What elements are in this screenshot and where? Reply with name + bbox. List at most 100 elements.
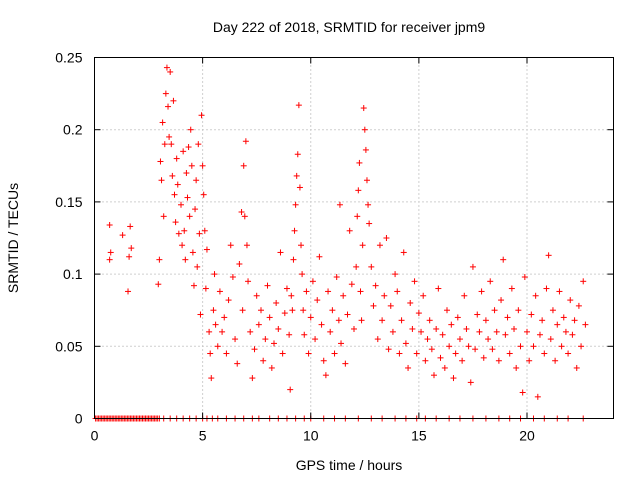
- data-point: [161, 141, 168, 148]
- data-point: [409, 325, 416, 332]
- data-point: [314, 297, 321, 304]
- data-point: [431, 372, 438, 379]
- data-point: [567, 297, 574, 304]
- data-point: [128, 245, 135, 252]
- data-point: [428, 346, 435, 353]
- data-point: [200, 191, 207, 198]
- data-point: [363, 177, 370, 184]
- data-point: [264, 282, 271, 289]
- data-point: [515, 307, 522, 314]
- data-point: [478, 288, 485, 295]
- data-point: [356, 159, 363, 166]
- data-point: [119, 232, 126, 239]
- data-point: [295, 102, 302, 109]
- data-point: [195, 141, 202, 148]
- data-point: [400, 249, 407, 256]
- data-point: [300, 307, 307, 314]
- y-tick-label: 0.2: [63, 122, 83, 138]
- data-point: [214, 343, 221, 350]
- data-point: [362, 146, 369, 153]
- data-point: [374, 336, 381, 343]
- data-point: [502, 331, 509, 338]
- data-point: [126, 253, 133, 260]
- data-point: [185, 144, 192, 151]
- data-point: [178, 201, 184, 208]
- data-point: [249, 375, 256, 382]
- data-point: [439, 331, 446, 338]
- data-point: [229, 273, 236, 280]
- data-point: [361, 126, 368, 133]
- data-point: [270, 340, 277, 347]
- data-point: [255, 321, 262, 328]
- data-point: [266, 314, 273, 321]
- data-point: [348, 281, 355, 288]
- data-point: [232, 336, 239, 343]
- data-point: [511, 325, 518, 332]
- data-point: [396, 350, 403, 357]
- data-point: [307, 314, 314, 321]
- data-point: [474, 311, 481, 318]
- data-point: [197, 311, 204, 318]
- y-tick-label: 0.05: [55, 338, 82, 354]
- data-point: [156, 256, 163, 263]
- data-point: [383, 235, 390, 241]
- data-point: [534, 393, 541, 400]
- data-point: [340, 292, 347, 299]
- data-point: [107, 249, 114, 256]
- data-point: [405, 364, 412, 371]
- data-point: [168, 141, 175, 148]
- data-point: [253, 292, 260, 299]
- data-point: [360, 105, 367, 112]
- y-tick-label: 0.25: [55, 50, 82, 66]
- data-point: [415, 310, 422, 317]
- data-point: [489, 346, 496, 353]
- data-point: [162, 90, 169, 97]
- data-point: [208, 375, 215, 382]
- data-point: [173, 155, 180, 162]
- data-point: [223, 350, 230, 357]
- data-point: [196, 230, 203, 237]
- data-point: [202, 285, 209, 292]
- data-point: [225, 297, 232, 304]
- y-tick-label: 0.1: [63, 266, 83, 282]
- data-point: [480, 354, 487, 361]
- data-point: [467, 379, 474, 386]
- data-point: [106, 222, 113, 229]
- data-point: [573, 364, 580, 371]
- data-point: [322, 372, 329, 379]
- data-point: [407, 299, 414, 306]
- y-tick-label: 0.15: [55, 194, 82, 210]
- data-point: [459, 357, 466, 364]
- data-point: [398, 317, 405, 324]
- data-point: [239, 307, 246, 314]
- data-point: [355, 187, 362, 194]
- data-point: [545, 252, 552, 259]
- data-point: [504, 314, 511, 321]
- data-point: [392, 271, 399, 278]
- data-point: [461, 292, 468, 299]
- data-point: [336, 201, 343, 208]
- data-point: [418, 328, 425, 335]
- data-point: [159, 119, 166, 126]
- data-point: [338, 340, 345, 347]
- data-point: [289, 307, 296, 314]
- data-point: [575, 302, 582, 309]
- data-point: [465, 343, 472, 350]
- data-point: [298, 242, 305, 249]
- data-point: [422, 357, 429, 364]
- data-point: [558, 343, 565, 350]
- data-point: [309, 278, 316, 285]
- data-point: [524, 328, 530, 335]
- data-point: [325, 288, 332, 295]
- data-point: [411, 278, 418, 285]
- data-point: [260, 357, 267, 364]
- data-point: [491, 307, 498, 314]
- data-point: [258, 307, 265, 314]
- data-point: [437, 354, 444, 361]
- data-point: [351, 325, 357, 332]
- data-point: [420, 292, 427, 299]
- data-point: [301, 331, 308, 338]
- data-point: [172, 219, 179, 226]
- data-point: [192, 206, 199, 213]
- data-point: [268, 364, 275, 371]
